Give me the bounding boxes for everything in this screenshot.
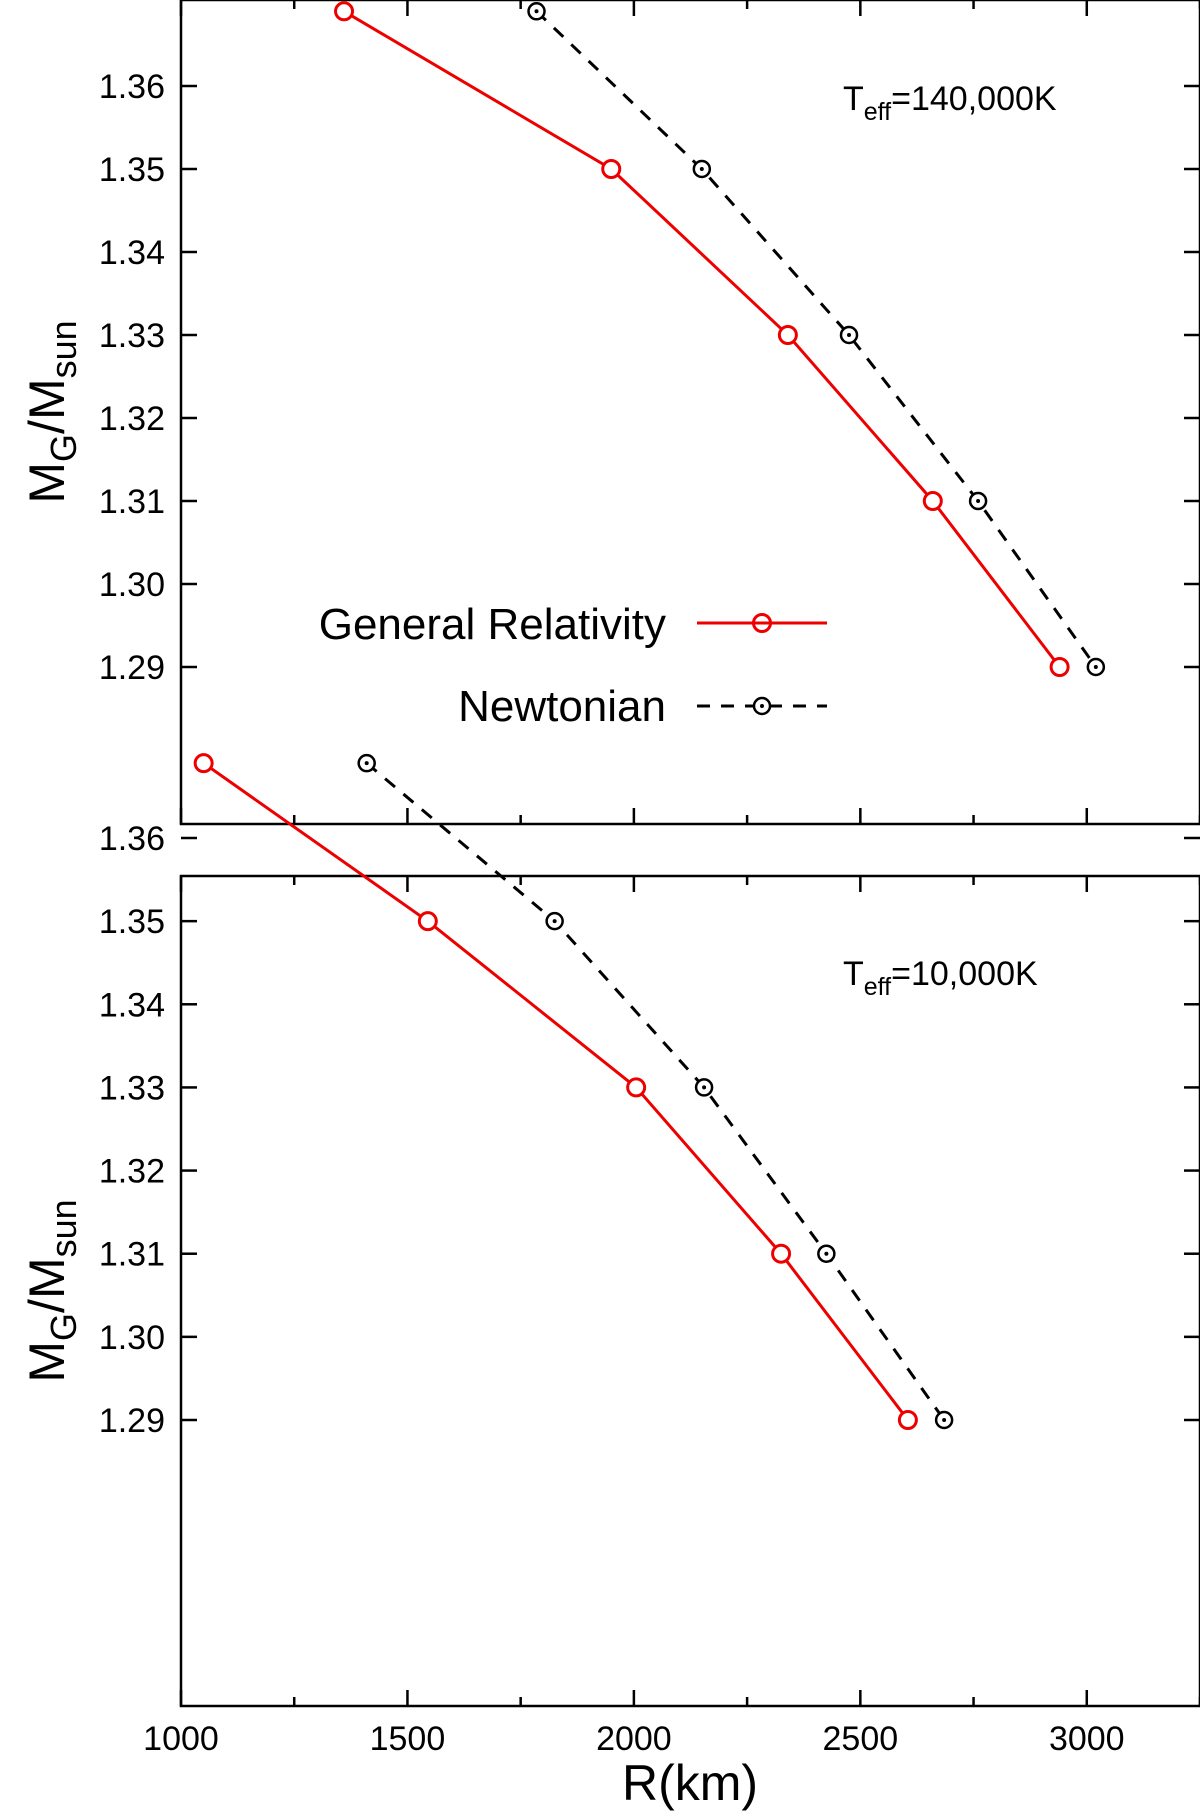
y-axis-label: MG/Msun	[19, 1199, 84, 1382]
data-point-dot-newtonian	[702, 1085, 707, 1090]
data-point-general-relativity	[193, 753, 214, 774]
data-point-dot-newtonian	[552, 919, 557, 924]
x-tick-label: 1000	[143, 1720, 219, 1758]
y-tick-label: 1.33	[99, 317, 165, 355]
data-point-dot-newtonian	[364, 761, 369, 766]
data-point-dot-newtonian	[976, 499, 981, 503]
x-tick-label: 2000	[596, 1720, 672, 1758]
data-point-dot-newtonian	[1093, 665, 1098, 669]
y-axis-label: MG/Msun	[19, 320, 84, 503]
y-tick-label: 1.29	[99, 649, 165, 687]
legend-marker-general-relativity	[752, 613, 772, 633]
plot-frame	[179, 874, 1200, 1708]
series-layer	[334, 1, 1106, 677]
y-tick-label: 1.31	[99, 1236, 165, 1274]
y-tick-label: 1.33	[99, 1069, 165, 1107]
y-tick-label: 1.36	[99, 820, 165, 858]
legend-label-newtonian: Newtonian	[458, 682, 666, 731]
series-line-newtonian	[535, 10, 1098, 668]
data-point-general-relativity	[771, 1243, 792, 1264]
data-point-general-relativity	[334, 1, 355, 22]
y-tick-label: 1.32	[99, 1153, 165, 1191]
y-tick-label: 1.31	[99, 483, 165, 521]
series-line-newtonian	[365, 762, 946, 1421]
data-point-dot-newtonian	[534, 9, 539, 14]
temperature-annotation: Teff=140,000K	[843, 80, 1057, 126]
data-point-dot-newtonian	[847, 333, 852, 337]
x-tick-label: 2500	[823, 1720, 899, 1758]
y-tick-label: 1.36	[99, 68, 165, 106]
y-tick-labels: 1.29 1.30 1.31 1.32 1.33 1.34 1.35 1.36	[99, 68, 165, 687]
y-tick-labels: 1.29 1.30 1.31 1.32 1.33 1.34 1.35 1.36	[99, 820, 165, 1440]
y-tick-label: 1.30	[99, 1319, 165, 1357]
y-tick-label: 1.35	[99, 151, 165, 189]
y-tick-label: 1.35	[99, 903, 165, 941]
data-point-general-relativity	[601, 159, 622, 179]
series-line-general-relativity	[202, 761, 910, 1421]
data-point-dot-newtonian	[824, 1251, 829, 1256]
panel-bottom: 1.29 1.30 1.31 1.32 1.33 1.34 1.35 1.36 1000 150…	[19, 753, 1200, 1811]
legend: General Relativity Newtonian	[319, 600, 827, 731]
legend-label-general-relativity: General Relativity	[319, 600, 666, 649]
x-tick-label: 3000	[1049, 1720, 1125, 1758]
y-tick-label: 1.34	[99, 234, 165, 272]
x-tick-labels: 1000 1500 2000 2500 3000	[143, 1720, 1124, 1758]
series-layer	[193, 753, 954, 1430]
data-point-general-relativity	[626, 1077, 647, 1098]
data-point-general-relativity	[1049, 657, 1070, 677]
data-point-general-relativity	[922, 491, 943, 511]
data-point-general-relativity	[777, 325, 798, 345]
temperature-annotation: Teff=10,000K	[843, 955, 1038, 1001]
x-tick-label: 1500	[370, 1720, 446, 1758]
data-point-dot-newtonian	[942, 1418, 947, 1422]
plot-frame	[179, 0, 1200, 826]
data-point-dot-newtonian	[699, 167, 704, 171]
tick-marks	[179, 0, 1200, 824]
legend-marker-newtonian-dot	[760, 704, 764, 708]
y-tick-label: 1.30	[99, 566, 165, 604]
data-point-general-relativity	[897, 1410, 918, 1430]
panel-top: 1.29 1.30 1.31 1.32 1.33 1.34 1.35 1.36 MG/Msun…	[19, 0, 1200, 826]
x-axis-label: R(km)	[622, 1755, 758, 1811]
y-tick-label: 1.29	[99, 1402, 165, 1440]
y-tick-label: 1.34	[99, 986, 165, 1024]
tick-marks	[179, 836, 1200, 1706]
data-point-general-relativity	[417, 911, 438, 932]
y-tick-label: 1.32	[99, 400, 165, 438]
